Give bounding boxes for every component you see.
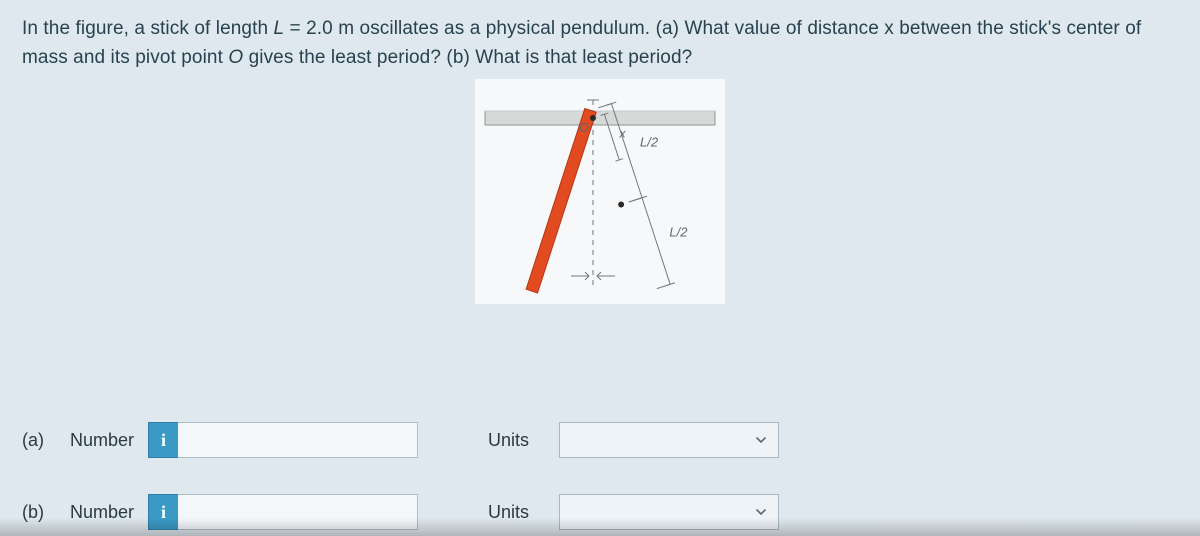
number-input-b[interactable]: [178, 494, 418, 530]
units-label-b: Units: [488, 502, 529, 523]
q-seg1: In the figure, a stick of length: [22, 18, 274, 39]
number-input-a[interactable]: [178, 422, 418, 458]
answer-area: (a) Number i Units (b) Number i Units: [0, 386, 1200, 530]
answer-row-b: (b) Number i Units: [22, 494, 1178, 530]
question-text: In the figure, a stick of length L = 2.0…: [22, 14, 1178, 73]
number-field-b: i: [148, 494, 418, 530]
svg-text:x: x: [618, 127, 626, 141]
number-label-a: Number: [70, 430, 134, 451]
info-icon[interactable]: i: [148, 494, 178, 530]
info-icon[interactable]: i: [148, 422, 178, 458]
svg-text:L/2: L/2: [669, 225, 688, 240]
units-select-b[interactable]: [559, 494, 779, 530]
q-var-L: L: [274, 18, 285, 39]
answer-row-a: (a) Number i Units: [22, 422, 1178, 458]
pendulum-figure: O L/2 L/2 x: [475, 79, 725, 304]
q-var-O: O: [228, 47, 243, 68]
units-select-a[interactable]: [559, 422, 779, 458]
units-label-a: Units: [488, 430, 529, 451]
q-seg3: gives the least period? (b) What is that…: [243, 47, 692, 68]
part-label-b: (b): [22, 502, 52, 523]
svg-text:L/2: L/2: [640, 134, 659, 149]
number-label-b: Number: [70, 502, 134, 523]
part-label-a: (a): [22, 430, 52, 451]
svg-text:O: O: [579, 120, 589, 135]
number-field-a: i: [148, 422, 418, 458]
chevron-down-icon: [754, 433, 768, 447]
chevron-down-icon: [754, 505, 768, 519]
